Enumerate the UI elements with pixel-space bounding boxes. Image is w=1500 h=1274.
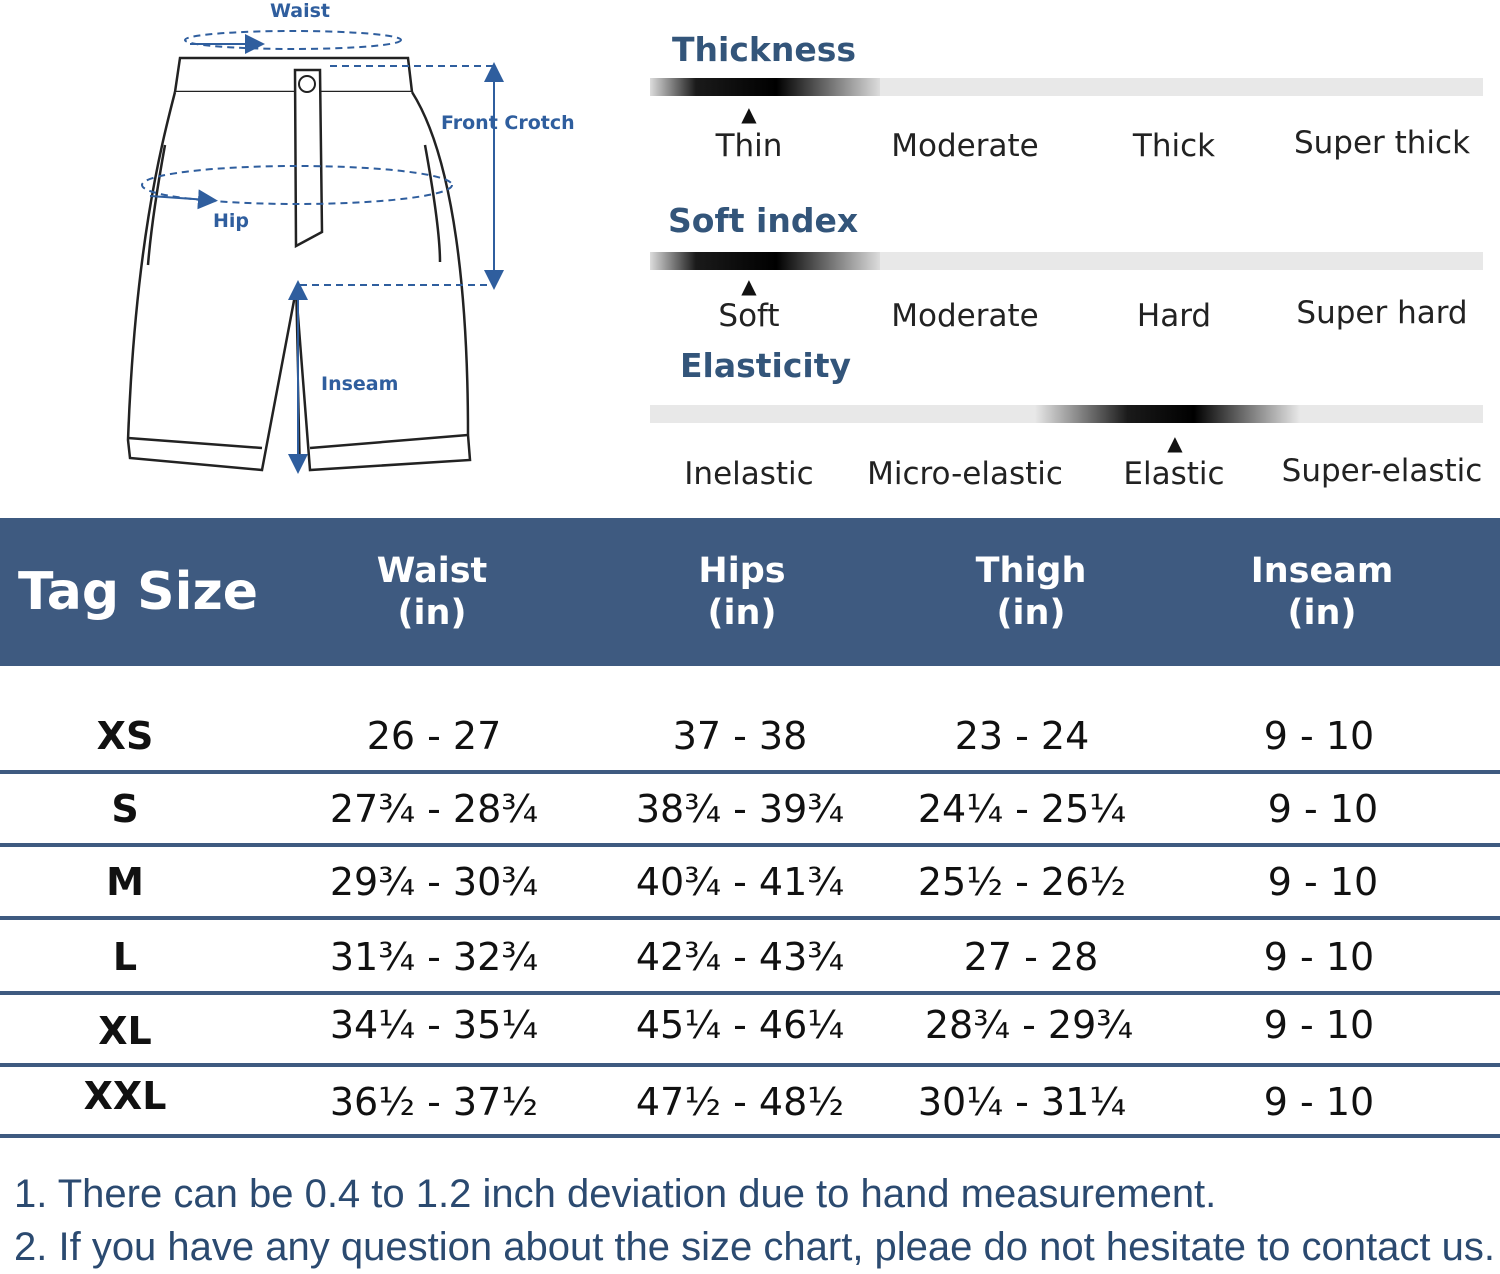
hips-cell: 47½ - 48½	[635, 1080, 845, 1124]
waist-cell: 34¼ - 35¼	[329, 1003, 539, 1047]
soft-index-scale-bar	[650, 252, 1483, 270]
thigh-cell: 30¼ - 31¼	[917, 1080, 1127, 1124]
row-divider	[0, 843, 1500, 847]
row-divider	[0, 1134, 1500, 1138]
note-contact-us: 2. If you have any question about the si…	[14, 1225, 1495, 1269]
waist-header-name: Waist	[376, 551, 488, 591]
hips-cell: 42¾ - 43¾	[635, 935, 845, 979]
size-cell: XXL	[83, 1074, 167, 1118]
elasticity-title: Elasticity	[680, 346, 852, 385]
table-row: XS 26 - 27 37 - 38 23 - 24 9 - 10	[0, 714, 1500, 774]
thigh-cell: 23 - 24	[954, 714, 1090, 758]
waist-cell: 26 - 27	[366, 714, 502, 758]
soft-index-level-soft: Soft	[718, 298, 780, 334]
thigh-header-name: Thigh	[975, 551, 1087, 591]
shorts-outline-illustration	[126, 30, 504, 474]
hips-header-name: Hips	[698, 551, 786, 591]
note-measurement-deviation: 1. There can be 0.4 to 1.2 inch deviatio…	[14, 1172, 1217, 1216]
size-cell: M	[106, 860, 144, 904]
hips-cell: 45¼ - 46¼	[635, 1003, 845, 1047]
thigh-column-header: Thigh (in)	[976, 550, 1087, 634]
waist-column-header: Waist (in)	[377, 550, 488, 634]
size-table-header: Tag Size Waist (in) Hips (in) Thigh (in)…	[0, 518, 1500, 666]
inseam-cell: 9 - 10	[1263, 935, 1375, 979]
thigh-cell: 25½ - 26½	[917, 860, 1127, 904]
elasticity-level-super-elastic: Super-elastic	[1281, 453, 1483, 489]
size-cell: XS	[96, 714, 154, 758]
elasticity-scale-bar	[650, 405, 1483, 423]
row-divider	[0, 770, 1500, 774]
hips-header-unit: (in)	[707, 593, 777, 633]
hip-label: Hip	[213, 210, 250, 232]
thigh-cell: 28¾ - 29¾	[924, 1003, 1134, 1047]
inseam-cell: 9 - 10	[1263, 1080, 1375, 1124]
waist-cell: 31¾ - 32¾	[329, 935, 539, 979]
inseam-column-header: Inseam (in)	[1251, 550, 1394, 634]
waist-cell: 36½ - 37½	[329, 1080, 539, 1124]
inseam-cell: 9 - 10	[1267, 787, 1379, 831]
thickness-level-moderate: Moderate	[891, 128, 1039, 164]
tag-size-header: Tag Size	[18, 562, 258, 622]
hips-cell: 37 - 38	[672, 714, 808, 758]
elasticity-level-inelastic: Inelastic	[684, 456, 814, 492]
inseam-header-unit: (in)	[1287, 593, 1357, 633]
inseam-cell: 9 - 10	[1263, 1003, 1375, 1047]
size-cell: S	[111, 787, 139, 831]
thigh-cell: 24¼ - 25¼	[917, 787, 1127, 831]
inseam-cell: 9 - 10	[1267, 860, 1379, 904]
table-row: M 29¾ - 30¾ 40¾ - 41¾ 25½ - 26½ 9 - 10	[0, 860, 1500, 920]
thigh-cell: 27 - 28	[963, 935, 1099, 979]
table-row: L 31¾ - 32¾ 42¾ - 43¾ 27 - 28 9 - 10	[0, 935, 1500, 995]
front-crotch-label: Front Crotch	[441, 112, 575, 134]
inseam-header-name: Inseam	[1250, 551, 1394, 591]
soft-index-level-hard: Hard	[1136, 298, 1212, 334]
waist-cell: 29¾ - 30¾	[329, 860, 539, 904]
thickness-level-thick: Thick	[1132, 128, 1216, 164]
waist-cell: 27¾ - 28¾	[329, 787, 539, 831]
row-divider	[0, 916, 1500, 920]
soft-index-level-super-hard: Super hard	[1296, 295, 1468, 331]
hips-cell: 38¾ - 39¾	[635, 787, 845, 831]
thickness-level-thin: Thin	[715, 128, 783, 164]
row-divider	[0, 1063, 1500, 1067]
shorts-measurement-diagram: Waist Front Crotch Hip Inseam	[100, 0, 580, 490]
thickness-scale-bar	[650, 78, 1483, 96]
table-row: S 27¾ - 28¾ 38¾ - 39¾ 24¼ - 25¼ 9 - 10	[0, 787, 1500, 847]
elasticity-marker-icon: ▲	[1167, 431, 1183, 455]
waist-header-unit: (in)	[397, 593, 467, 633]
table-row: XXL 36½ - 37½ 47½ - 48½ 30¼ - 31¼ 9 - 10	[0, 1074, 1500, 1138]
thickness-title: Thickness	[672, 30, 856, 69]
inseam-label: Inseam	[321, 373, 399, 395]
elasticity-level-elastic: Elastic	[1123, 456, 1225, 492]
hips-cell: 40¾ - 41¾	[635, 860, 845, 904]
soft-index-level-moderate: Moderate	[891, 298, 1039, 334]
size-cell: XL	[98, 1009, 152, 1053]
size-cell: L	[112, 935, 138, 979]
row-divider	[0, 991, 1500, 995]
thickness-marker-icon: ▲	[741, 102, 757, 126]
hips-column-header: Hips (in)	[698, 550, 785, 634]
table-row: XL 34¼ - 35¼ 45¼ - 46¼ 28¾ - 29¾ 9 - 10	[0, 1003, 1500, 1067]
soft-index-marker-icon: ▲	[741, 274, 757, 298]
inseam-cell: 9 - 10	[1263, 714, 1375, 758]
thickness-level-super-thick: Super thick	[1293, 125, 1471, 161]
thigh-header-unit: (in)	[996, 593, 1066, 633]
elasticity-level-micro-elastic: Micro-elastic	[867, 456, 1063, 492]
soft-index-title: Soft index	[668, 201, 859, 240]
waist-label: Waist	[270, 0, 331, 22]
